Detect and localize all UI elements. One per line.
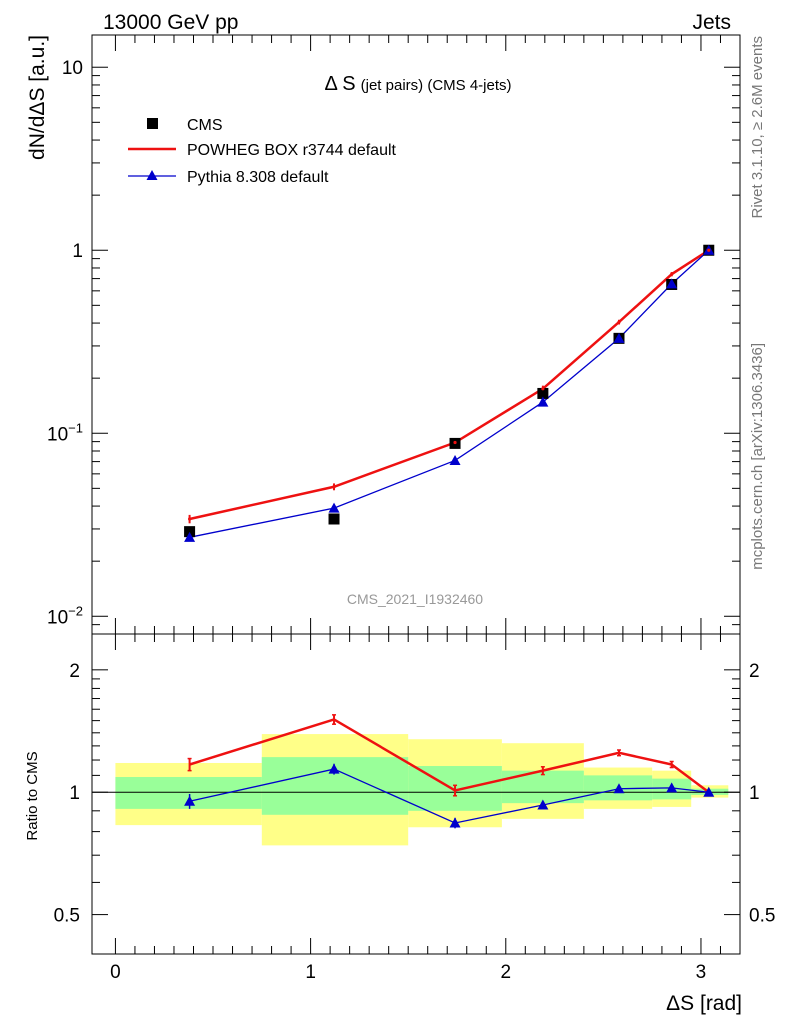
cms-data-point	[328, 513, 340, 525]
x-axis-label: ΔS [rad]	[666, 992, 742, 1015]
ratio-pythia-point	[328, 763, 340, 774]
pythia-point	[449, 454, 461, 465]
legend: CMS POWHEG BOX r3744 default Pythia 8.30…	[128, 117, 397, 186]
legend-marker-cms	[147, 118, 158, 129]
rivet-label: Rivet 3.1.10, ≥ 2.6M events	[749, 36, 766, 219]
header-right: Jets	[692, 11, 731, 34]
ratio-y-tick-label-right: 0.5	[749, 906, 775, 927]
main-y-axis-label: dN/dΔS [a.u.]	[26, 35, 49, 160]
ratio-pythia-point	[613, 783, 625, 794]
x-tick-label: 0	[110, 962, 121, 983]
legend-label-powheg: POWHEG BOX r3744 default	[187, 142, 397, 159]
ratio-y-tick-label-right: 1	[749, 783, 760, 804]
header-left: 13000 GeV pp	[103, 11, 238, 34]
legend-marker-pythia	[146, 170, 158, 180]
cms-data-point	[537, 387, 549, 399]
pythia-line	[189, 249, 710, 538]
pythia-point	[613, 332, 625, 343]
cms-data-point	[184, 526, 196, 538]
chart-title-sub: (jet pairs) (CMS 4-jets)	[361, 77, 512, 94]
ratio-y-tick-label-left: 0.5	[54, 906, 80, 927]
powheg-point	[187, 517, 192, 521]
pythia-point	[537, 396, 549, 407]
ratio-plot-area: 0.5 0.5 1 1 2 2 0 1 2 3	[54, 633, 775, 983]
pythia-point	[666, 278, 678, 289]
powheg-point	[332, 485, 336, 489]
ratio-frame	[91, 633, 741, 955]
ratio-pythia-point	[703, 786, 715, 797]
main-y-tick-label: 1	[72, 241, 83, 262]
legend-label-pythia: Pythia 8.308 default	[187, 169, 329, 186]
legend-label-cms: CMS	[187, 117, 223, 134]
pythia-point	[328, 502, 340, 513]
ratio-y-tick-label-right: 2	[749, 661, 760, 682]
mcplots-label: mcplots.cern.ch [arXiv:1306.3436]	[749, 343, 766, 570]
chart-title: Δ S (jet pairs) (CMS 4-jets)	[324, 73, 511, 95]
ratio-y-tick-label-left: 2	[69, 661, 80, 682]
powheg-point	[617, 320, 621, 324]
ratio-pythia-point	[184, 795, 196, 806]
ratio-pythia-point	[537, 799, 549, 810]
x-tick-label: 2	[500, 962, 511, 983]
ratio-pythia-point	[449, 817, 461, 828]
powheg-point	[453, 440, 457, 445]
main-y-tick-label: 10−2	[47, 603, 83, 628]
main-y-tick-label: 10−1	[47, 420, 83, 445]
main-plot-area: 10−2 10−1 1 10	[47, 34, 741, 635]
x-tick-label: 3	[696, 962, 707, 983]
ratio-y-tick-label-left: 1	[69, 783, 80, 804]
ratio-y-axis-label: Ratio to CMS	[24, 751, 41, 840]
pythia-point	[184, 531, 196, 542]
powheg-point	[670, 272, 674, 276]
powheg-line	[189, 249, 710, 521]
main-y-tick-label: 10	[62, 58, 83, 79]
watermark: CMS_2021_I1932460	[347, 591, 483, 607]
x-tick-label: 1	[305, 962, 316, 983]
chart-title-main: Δ S	[324, 73, 355, 95]
powheg-point	[541, 387, 545, 391]
ratio-pythia-point	[666, 782, 678, 793]
powheg-point	[707, 248, 711, 252]
